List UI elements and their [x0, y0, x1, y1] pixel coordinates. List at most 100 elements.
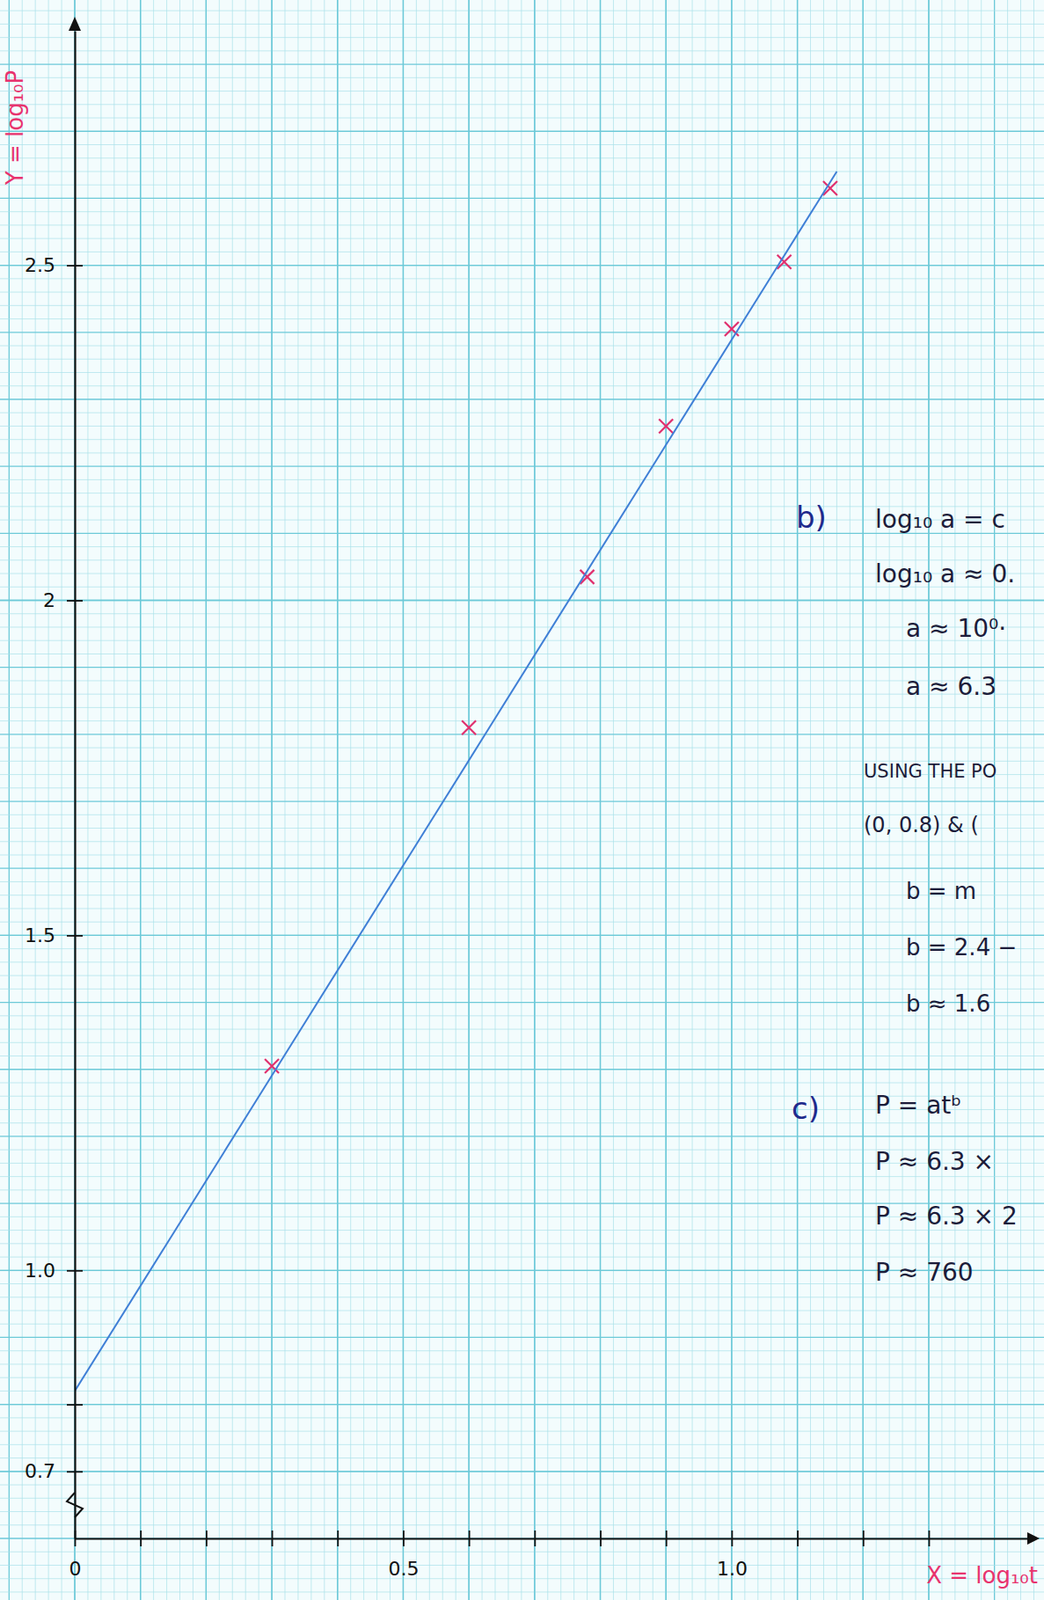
- grid-line: [467, 0, 469, 1600]
- paper-line: [796, 0, 798, 1600]
- paper-line: [613, 0, 614, 1600]
- tick: [797, 1530, 799, 1547]
- paper-line: [350, 0, 351, 1600]
- paper-line: [0, 372, 1044, 373]
- chart: 00.51.00.71.01.522.5X = log₁₀tY = log₁₀P…: [0, 0, 1044, 1600]
- grid-line: [0, 1470, 1044, 1472]
- graph-paper: [0, 0, 1044, 1600]
- paper-line: [0, 599, 1044, 601]
- paper-line: [0, 720, 1044, 722]
- paper-line: [0, 1577, 1044, 1579]
- paper-line: [0, 479, 1044, 481]
- paper-line: [0, 251, 1044, 253]
- tick: [600, 1530, 602, 1547]
- paper-line: [467, 0, 469, 1600]
- paper-line: [87, 0, 88, 1600]
- paper-line: [0, 452, 1044, 453]
- paper-line: [0, 1175, 1044, 1177]
- paper-line: [0, 707, 1044, 709]
- grid-line: [402, 0, 404, 1600]
- tick-mark: [665, 1530, 668, 1547]
- paper-line: [297, 0, 299, 1600]
- y-axis: 0.71.01.522.5: [24, 31, 83, 1540]
- paper-line: [0, 693, 1044, 695]
- paper-line: [376, 0, 378, 1600]
- grid-line: [270, 0, 272, 1600]
- paper-line: [323, 0, 325, 1600]
- paper-line: [862, 0, 864, 1600]
- paper-line: [0, 1081, 1044, 1083]
- annotation: a ≈ 10⁰·: [905, 613, 1007, 643]
- paper-line: [0, 292, 1044, 293]
- x-axis: 00.51.0: [69, 1530, 1029, 1580]
- data-point: [461, 720, 476, 735]
- paper-line: [192, 0, 194, 1600]
- paper-line: [626, 0, 628, 1600]
- tick-mark: [336, 1530, 339, 1547]
- tick: [862, 1530, 864, 1547]
- paper-line: [0, 1309, 1044, 1311]
- paper-line: [0, 1457, 1044, 1459]
- paper-line: [0, 1350, 1044, 1351]
- paper-line: [0, 224, 1044, 226]
- paper-line: [902, 0, 904, 1600]
- paper-line: [0, 921, 1044, 923]
- paper-line: [0, 1296, 1044, 1298]
- paper-line: [0, 90, 1044, 92]
- tick-mark: [862, 1530, 865, 1547]
- paper: [0, 0, 1044, 1600]
- tick-label: 1.0: [716, 1557, 748, 1580]
- paper-line: [8, 0, 10, 1600]
- paper-line: [586, 0, 588, 1600]
- paper-line: [0, 425, 1044, 427]
- paper-line: [0, 666, 1044, 668]
- paper-line: [284, 0, 286, 1600]
- paper-line: [0, 1363, 1044, 1365]
- paper-line: [0, 77, 1044, 79]
- tick-mark: [66, 264, 83, 267]
- tick-label: 2.5: [24, 254, 56, 277]
- tick-label: 1.5: [24, 924, 56, 947]
- tick-mark: [468, 1530, 471, 1547]
- paper-line: [0, 1390, 1044, 1392]
- tick: [337, 1530, 339, 1547]
- paper-line: [0, 1430, 1044, 1432]
- paper-line: [573, 0, 575, 1600]
- paper-line: [0, 1029, 1044, 1030]
- axis-arrow: [68, 16, 81, 31]
- paper-line: [0, 1444, 1044, 1446]
- paper-line: [0, 1042, 1044, 1044]
- paper-line: [0, 787, 1044, 789]
- data-point: [658, 418, 673, 433]
- tick-label: 0.7: [24, 1460, 56, 1483]
- paper-line: [0, 50, 1044, 52]
- data-point: [264, 1058, 279, 1074]
- paper-line: [0, 613, 1044, 614]
- paper-line: [481, 0, 483, 1600]
- paper-line: [21, 0, 23, 1600]
- paper-line: [495, 0, 497, 1600]
- paper-line: [389, 0, 391, 1600]
- tick-mark: [66, 599, 83, 602]
- annotation: P = atᵇ: [875, 1090, 962, 1120]
- grid-line: [0, 1403, 1044, 1405]
- paper-line: [967, 0, 969, 1600]
- paper-line: [442, 0, 444, 1600]
- paper-line: [889, 0, 891, 1600]
- grid-line: [139, 0, 141, 1600]
- paper-line: [0, 184, 1044, 186]
- tick: 1.0: [24, 1259, 83, 1282]
- annotation: (0, 0.8) & (: [863, 812, 979, 838]
- paper-line: [0, 1416, 1044, 1418]
- tick: 0.5: [387, 1530, 419, 1580]
- grid: [0, 0, 1044, 1600]
- paper-line: [0, 358, 1044, 360]
- paper-line: [705, 0, 707, 1600]
- axis-line: [75, 1537, 1029, 1540]
- paper-line: [0, 1135, 1044, 1137]
- axis-line: [73, 31, 76, 1540]
- paper-line: [678, 0, 680, 1600]
- paper-line: [0, 264, 1044, 266]
- grid-line: [665, 0, 667, 1600]
- paper-line: [836, 0, 838, 1600]
